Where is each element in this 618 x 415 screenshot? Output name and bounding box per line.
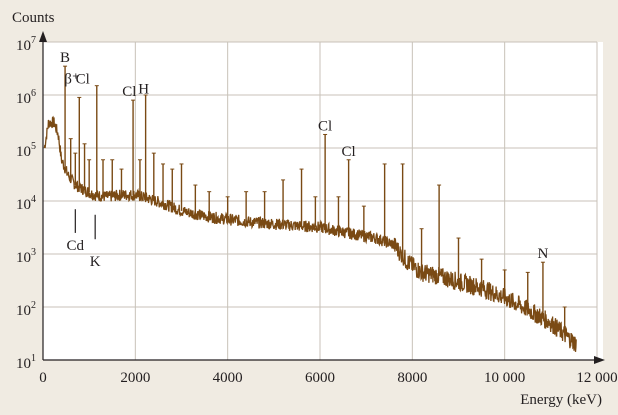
annotation-label: H: [138, 81, 149, 97]
y-tick-label: 107: [16, 35, 36, 54]
x-tick-label: 10 000: [484, 370, 525, 386]
y-axis-arrow: [39, 31, 47, 42]
x-tick-labels: 0 2000 4000 6000 8000 10 000 12 000: [39, 370, 617, 386]
axes: [39, 31, 605, 364]
annotation-label: β⁺: [64, 71, 80, 87]
x-tick-label: 6000: [305, 370, 335, 386]
annotation-label: N: [538, 246, 549, 262]
y-tick-label: 105: [16, 141, 36, 160]
x-tick-label: 12 000: [576, 370, 617, 386]
annotation-label: Cl: [342, 144, 356, 160]
x-tick-label: 0: [39, 370, 47, 386]
x-tick-label: 2000: [120, 370, 150, 386]
spectrum-trace: [43, 115, 577, 352]
annotation-label: Cl: [318, 118, 332, 134]
y-tick-labels: 101 102 103 104 105 106 107: [16, 35, 36, 372]
annotation-label: Cl: [76, 71, 90, 87]
y-axis-title: Counts: [12, 10, 55, 26]
y-tick-label: 103: [16, 247, 36, 266]
x-tick-label: 4000: [213, 370, 243, 386]
y-tick-label: 104: [16, 194, 36, 213]
x-axis-title: Energy (keV): [520, 392, 602, 408]
annotation-label: B: [60, 50, 70, 66]
grid: [43, 41, 598, 360]
y-tick-label: 101: [16, 353, 36, 372]
annotation-label: Cd: [67, 238, 85, 254]
spectrum-peaks: [63, 65, 567, 335]
y-tick-label: 102: [16, 300, 36, 319]
y-tick-label: 106: [16, 88, 36, 107]
x-axis-arrow: [594, 356, 605, 364]
annotation-label: Cl: [122, 84, 136, 100]
annotation-label: K: [90, 254, 101, 270]
x-tick-label: 8000: [397, 370, 427, 386]
